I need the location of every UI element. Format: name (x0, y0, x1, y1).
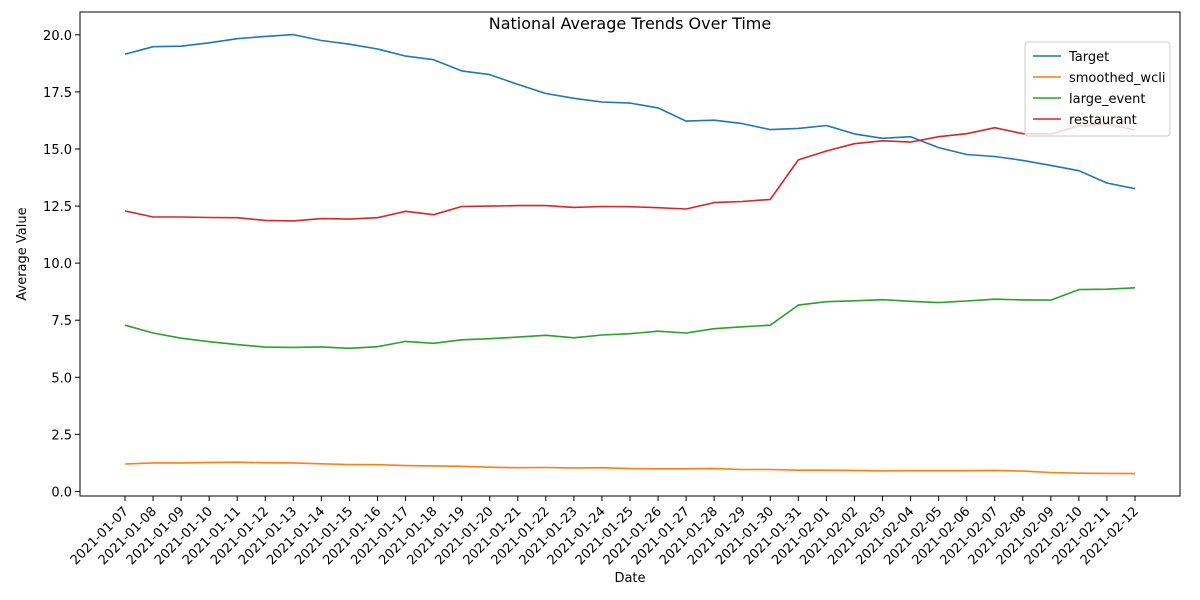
series-line-large-event (124, 287, 1136, 350)
y-tick-label: 12.5 (43, 200, 72, 215)
legend-label: Target (1068, 50, 1109, 65)
y-tick-label: 20.0 (43, 29, 72, 44)
y-tick-label: 10.0 (43, 257, 72, 272)
y-tick-label: 0.0 (51, 485, 72, 500)
plot-frame (79, 11, 1181, 497)
series-line-target (124, 33, 1136, 190)
y-tick-label: 2.5 (51, 428, 72, 443)
chart-title: National Average Trends Over Time (489, 14, 771, 33)
plot-series (124, 33, 1136, 475)
y-tick-label: 15.0 (43, 143, 72, 158)
series-line-smoothed-wcli (124, 461, 1136, 475)
series-line-restaurant (124, 123, 1136, 222)
x-axis-title: Date (614, 571, 645, 586)
legend: Target smoothed_wcli large_event restaurant (1024, 41, 1171, 137)
y-tick-label: 7.5 (51, 314, 72, 329)
y-axis: 0.0 2.5 5.0 7.5 10.0 12.5 15.0 17.5 20.0 (43, 29, 80, 500)
legend-label: restaurant (1069, 113, 1137, 128)
x-axis: 2021-01-072021-01-082021-01-092021-01-10… (68, 496, 1142, 568)
y-axis-title: Average Value (15, 207, 30, 300)
y-tick-label: 17.5 (43, 86, 72, 101)
y-tick-label: 5.0 (51, 371, 72, 386)
legend-label: smoothed_wcli (1069, 71, 1165, 86)
legend-box (1024, 41, 1171, 137)
legend-label: large_event (1069, 92, 1145, 107)
